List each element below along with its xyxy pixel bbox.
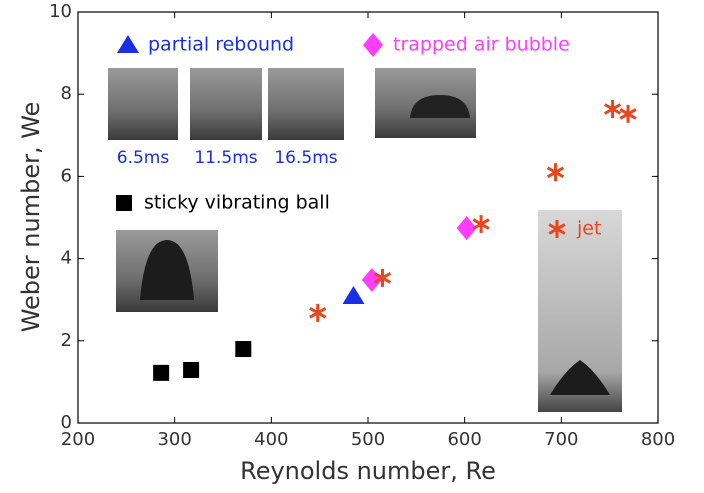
x-tick-label: 500 xyxy=(351,429,385,450)
marker-square xyxy=(183,361,200,378)
marker-square xyxy=(116,195,132,211)
photo-caption: 11.5ms xyxy=(194,148,257,168)
photo-caption: 6.5ms xyxy=(117,148,170,168)
photo-drop xyxy=(550,360,610,395)
marker-diamond xyxy=(363,33,383,57)
photo xyxy=(190,68,262,140)
x-tick-label: 600 xyxy=(447,429,481,450)
y-tick-label: 4 xyxy=(61,248,72,269)
legend-label: jet xyxy=(576,218,601,240)
marker-asterisk xyxy=(548,220,566,238)
marker-asterisk xyxy=(373,268,392,287)
x-tick-label: 700 xyxy=(544,429,578,450)
y-axis-title: Weber number, We xyxy=(17,102,45,333)
x-tick-label: 300 xyxy=(157,429,191,450)
photo-drop xyxy=(140,240,194,300)
marker-asterisk xyxy=(603,99,622,118)
y-tick-label: 8 xyxy=(61,83,72,104)
marker-square xyxy=(235,341,252,358)
x-axis-title: Reynolds number, Re xyxy=(240,457,496,485)
x-tick-label: 400 xyxy=(254,429,288,450)
y-tick-label: 0 xyxy=(61,412,72,433)
marker-triangle xyxy=(117,35,139,53)
y-tick-label: 10 xyxy=(49,1,72,22)
y-tick-label: 6 xyxy=(61,165,72,186)
marker-square xyxy=(153,364,170,381)
legend-label: partial rebound xyxy=(148,34,294,56)
x-tick-label: 200 xyxy=(61,429,95,450)
photo xyxy=(108,68,178,140)
marker-asterisk xyxy=(619,104,637,123)
legend-label: sticky vibrating ball xyxy=(144,192,330,214)
photo-caption: 16.5ms xyxy=(274,148,337,168)
photo xyxy=(268,68,344,140)
photo-drop xyxy=(410,95,470,118)
y-tick-label: 2 xyxy=(61,330,72,351)
marker-diamond xyxy=(456,216,477,241)
marker-asterisk xyxy=(309,303,327,322)
marker-triangle xyxy=(342,286,365,305)
legend-label: trapped air bubble xyxy=(393,34,570,56)
x-tick-label: 800 xyxy=(641,429,675,450)
marker-asterisk xyxy=(472,215,490,234)
marker-asterisk xyxy=(546,163,565,182)
